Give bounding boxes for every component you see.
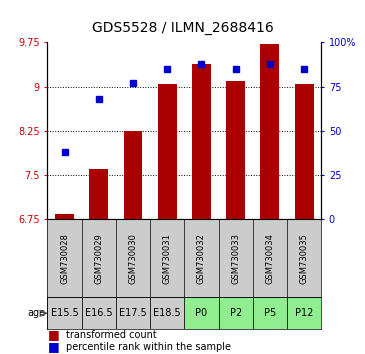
Text: transformed count: transformed count <box>66 330 157 339</box>
Text: GSM730028: GSM730028 <box>60 233 69 284</box>
Bar <box>47 297 82 329</box>
Bar <box>82 297 116 329</box>
Text: GSM730030: GSM730030 <box>128 233 138 284</box>
Bar <box>219 297 253 329</box>
Text: P12: P12 <box>295 308 313 318</box>
Text: percentile rank within the sample: percentile rank within the sample <box>66 342 231 352</box>
Text: GDS5528 / ILMN_2688416: GDS5528 / ILMN_2688416 <box>92 21 273 35</box>
Text: GSM730033: GSM730033 <box>231 233 240 284</box>
Text: GSM730034: GSM730034 <box>265 233 274 284</box>
Text: ■: ■ <box>47 328 59 341</box>
Bar <box>55 213 74 219</box>
Bar <box>116 297 150 329</box>
Bar <box>158 84 177 219</box>
Bar <box>89 169 108 219</box>
Text: P2: P2 <box>230 308 242 318</box>
Bar <box>261 44 279 219</box>
Bar <box>226 81 245 219</box>
Text: P0: P0 <box>195 308 207 318</box>
Text: GSM730035: GSM730035 <box>300 233 308 284</box>
Text: E15.5: E15.5 <box>51 308 78 318</box>
Text: E16.5: E16.5 <box>85 308 112 318</box>
Text: GSM730031: GSM730031 <box>163 233 172 284</box>
Bar <box>295 84 314 219</box>
Bar <box>150 297 184 329</box>
Text: E17.5: E17.5 <box>119 308 147 318</box>
Bar <box>287 297 321 329</box>
Text: GSM730032: GSM730032 <box>197 233 206 284</box>
Bar <box>192 64 211 219</box>
Bar <box>124 131 142 219</box>
Text: E18.5: E18.5 <box>153 308 181 318</box>
Text: GSM730029: GSM730029 <box>94 233 103 284</box>
Text: P5: P5 <box>264 308 276 318</box>
Text: ■: ■ <box>47 341 59 353</box>
Bar <box>253 297 287 329</box>
Text: age: age <box>28 308 46 318</box>
Bar <box>184 297 219 329</box>
